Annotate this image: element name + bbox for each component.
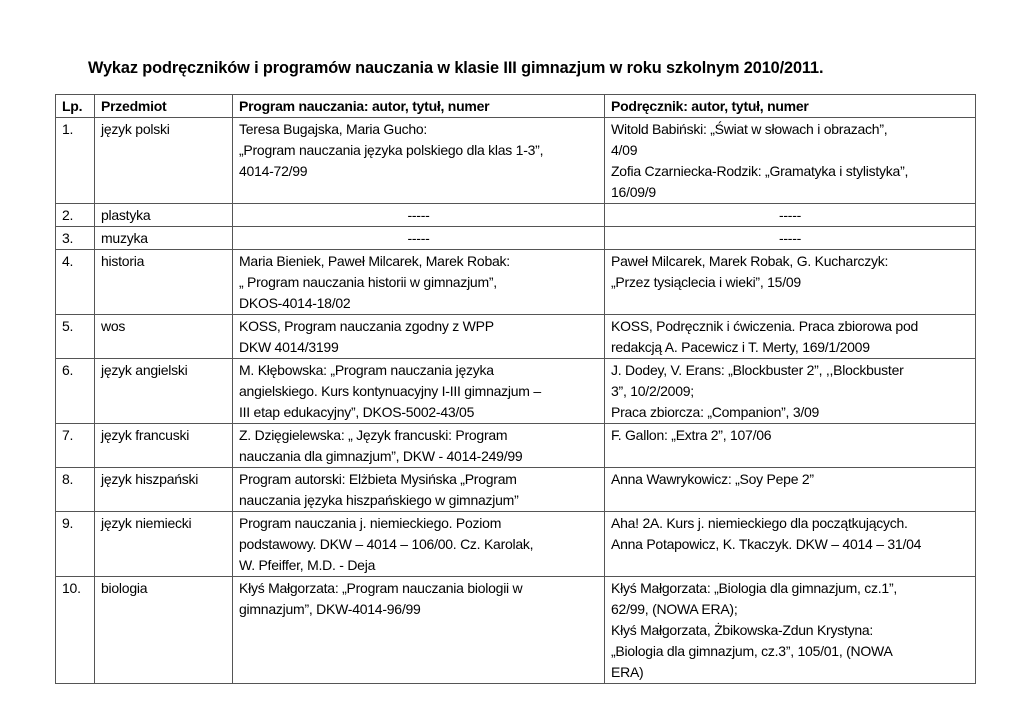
cell-textbook: J. Dodey, V. Erans: „Blockbuster 2”, ,,B…	[604, 358, 976, 424]
cell-textbook: Aha! 2A. Kurs j. niemieckiego dla począt…	[604, 511, 976, 577]
table-header-row: Lp. Przedmiot Program nauczania: autor, …	[55, 94, 976, 118]
cell-program: M. Kłębowska: „Program nauczania języka …	[232, 358, 605, 424]
table-row: 1. język polski Teresa Bugajska, Maria Guc…	[55, 117, 976, 204]
cell-textbook: -----	[604, 203, 976, 227]
cell-lp: 7.	[55, 423, 95, 468]
cell-textbook: Kłyś Małgorzata: „Biologia dla gimnazjum…	[604, 576, 976, 684]
cell-textbook: KOSS, Podręcznik i ćwiczenia. Praca zbio…	[604, 314, 976, 359]
cell-lp: 9.	[55, 511, 95, 577]
header-program: Program nauczania: autor, tytuł, numer	[232, 94, 605, 118]
cell-program: Teresa Bugajska, Maria Gucho: „Program n…	[232, 117, 605, 204]
cell-textbook: -----	[604, 226, 976, 250]
cell-program: Program nauczania j. niemieckiego. Pozio…	[232, 511, 605, 577]
header-subject: Przedmiot	[94, 94, 233, 118]
table-row: 3. muzyka ----- -----	[55, 226, 976, 250]
cell-textbook: Paweł Milcarek, Marek Robak, G. Kucharcz…	[604, 249, 976, 315]
document-title: Wykaz podręczników i programów nauczania…	[88, 59, 824, 77]
table-row: 2. plastyka ----- -----	[55, 203, 976, 227]
cell-textbook: F. Gallon: „Extra 2”, 107/06	[604, 423, 976, 468]
table-row: 8. język hiszpański Program autorski: Elżb…	[55, 467, 976, 512]
cell-lp: 5.	[55, 314, 95, 359]
cell-subject: język polski	[94, 117, 233, 204]
cell-lp: 10.	[55, 576, 95, 684]
cell-subject: język francuski	[94, 423, 233, 468]
cell-lp: 8.	[55, 467, 95, 512]
table-row: 6. język angielski M. Kłębowska: „Program …	[55, 358, 976, 424]
cell-subject: biologia	[94, 576, 233, 684]
cell-lp: 4.	[55, 249, 95, 315]
cell-subject: język hiszpański	[94, 467, 233, 512]
header-lp: Lp.	[55, 94, 95, 118]
cell-subject: plastyka	[94, 203, 233, 227]
cell-program: Maria Bieniek, Paweł Milcarek, Marek Rob…	[232, 249, 605, 315]
textbook-table: Lp. Przedmiot Program nauczania: autor, …	[55, 94, 976, 684]
table-row: 9. język niemiecki Program nauczania j. ni…	[55, 511, 976, 577]
cell-program: Kłyś Małgorzata: „Program nauczania biol…	[232, 576, 605, 684]
cell-textbook: Anna Wawrykowicz: „Soy Pepe 2”	[604, 467, 976, 512]
cell-subject: język angielski	[94, 358, 233, 424]
cell-program: KOSS, Program nauczania zgodny z WPP DKW…	[232, 314, 605, 359]
cell-lp: 1.	[55, 117, 95, 204]
cell-subject: historia	[94, 249, 233, 315]
cell-lp: 6.	[55, 358, 95, 424]
cell-program: Z. Dzięgielewska: „ Język francuski: Pro…	[232, 423, 605, 468]
cell-subject: muzyka	[94, 226, 233, 250]
table-row: 4. historia Maria Bieniek, Paweł Milcarek,…	[55, 249, 976, 315]
cell-subject: język niemiecki	[94, 511, 233, 577]
table-row: 7. język francuski Z. Dzięgielewska: „ Jęz…	[55, 423, 976, 468]
header-textbook: Podręcznik: autor, tytuł, numer	[604, 94, 976, 118]
cell-program: Program autorski: Elżbieta Mysińska „Pro…	[232, 467, 605, 512]
cell-program: -----	[232, 203, 605, 227]
cell-textbook: Witold Babiński: „Świat w słowach i obra…	[604, 117, 976, 204]
cell-program: -----	[232, 226, 605, 250]
cell-subject: wos	[94, 314, 233, 359]
cell-lp: 3.	[55, 226, 95, 250]
table-row: 10. biologia Kłyś Małgorzata: „Program nau…	[55, 576, 976, 684]
cell-lp: 2.	[55, 203, 95, 227]
table-row: 5. wos KOSS, Program nauczania zgodny z WP…	[55, 314, 976, 359]
